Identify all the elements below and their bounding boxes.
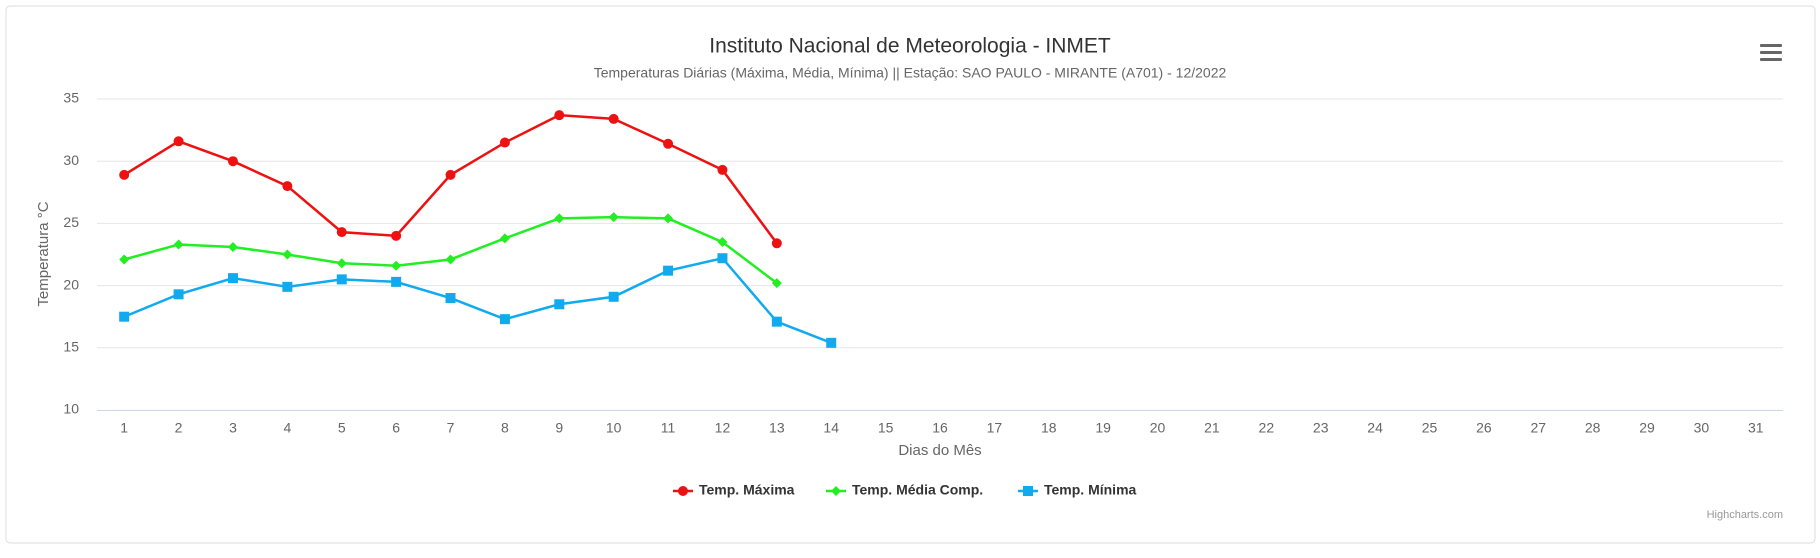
point xyxy=(663,213,674,224)
point xyxy=(717,164,728,175)
legend-label: Temp. Média Comp. xyxy=(852,482,983,498)
x-tick-label: 26 xyxy=(1476,420,1492,436)
point xyxy=(771,238,782,249)
point xyxy=(554,213,565,224)
legend-symbol xyxy=(678,486,688,496)
point xyxy=(771,316,782,327)
x-tick-label: 24 xyxy=(1367,420,1383,436)
point xyxy=(391,276,402,287)
point xyxy=(826,337,837,348)
x-tick-label: 7 xyxy=(447,420,455,436)
legend-item[interactable]: Temp. Média Comp. xyxy=(826,482,983,498)
point xyxy=(227,156,238,167)
x-tick-label: 15 xyxy=(878,420,894,436)
x-tick-label: 8 xyxy=(501,420,509,436)
point xyxy=(717,237,728,248)
x-tick-label: 6 xyxy=(392,420,400,436)
x-tick-label: 17 xyxy=(987,420,1003,436)
y-tick-label: 20 xyxy=(63,276,79,292)
x-tick-label: 27 xyxy=(1530,420,1546,436)
x-tick-label: 3 xyxy=(229,420,237,436)
y-tick-label: 10 xyxy=(63,401,79,417)
y-axis-title: Temperatura °C xyxy=(35,201,52,306)
y-tick-label: 35 xyxy=(63,90,79,106)
point xyxy=(282,181,293,192)
point xyxy=(336,227,347,238)
x-tick-label: 19 xyxy=(1095,420,1111,436)
point xyxy=(554,110,565,121)
x-tick-label: 16 xyxy=(932,420,948,436)
x-tick-label: 22 xyxy=(1259,420,1275,436)
chart-frame xyxy=(5,5,1816,544)
x-tick-label: 5 xyxy=(338,420,346,436)
y-tick-label: 25 xyxy=(63,214,79,230)
legend-label: Temp. Máxima xyxy=(699,482,795,498)
point xyxy=(282,249,293,260)
menu-button[interactable] xyxy=(1760,44,1782,61)
x-tick-label: 28 xyxy=(1585,420,1601,436)
x-tick-label: 13 xyxy=(769,420,785,436)
x-tick-label: 29 xyxy=(1639,420,1655,436)
point xyxy=(771,278,782,289)
point xyxy=(445,293,456,304)
x-tick-label: 11 xyxy=(661,420,676,436)
legend-item[interactable]: Temp. Máxima xyxy=(673,482,795,498)
legend-label: Temp. Mínima xyxy=(1044,482,1137,498)
legend-symbol xyxy=(831,486,841,496)
point xyxy=(554,299,565,310)
point xyxy=(336,258,347,269)
point xyxy=(173,136,184,147)
x-tick-label: 21 xyxy=(1204,420,1220,436)
point xyxy=(608,291,619,302)
point xyxy=(608,113,619,124)
point xyxy=(445,169,456,180)
point xyxy=(119,169,130,180)
legend-symbol xyxy=(1023,486,1033,496)
x-tick-label: 31 xyxy=(1748,420,1764,436)
x-tick-label: 25 xyxy=(1422,420,1438,436)
point xyxy=(119,254,130,265)
point xyxy=(227,242,238,253)
point xyxy=(391,260,402,271)
point xyxy=(336,274,347,285)
chart-subtitle: Temperaturas Diárias (Máxima, Média, Mín… xyxy=(594,65,1227,81)
x-tick-label: 1 xyxy=(120,420,128,436)
point xyxy=(173,239,184,250)
point xyxy=(499,233,510,244)
point xyxy=(119,311,130,322)
point xyxy=(173,289,184,300)
x-axis-title: Dias do Mês xyxy=(898,442,981,459)
point xyxy=(391,230,402,241)
x-tick-label: 2 xyxy=(175,420,183,436)
point xyxy=(717,253,728,264)
y-tick-label: 15 xyxy=(63,339,79,355)
x-tick-label: 30 xyxy=(1694,420,1710,436)
x-tick-label: 12 xyxy=(715,420,731,436)
credits: Highcharts.com xyxy=(1707,509,1783,521)
x-tick-label: 9 xyxy=(555,420,563,436)
x-tick-label: 18 xyxy=(1041,420,1057,436)
y-tick-label: 30 xyxy=(63,152,79,168)
point xyxy=(227,273,238,284)
legend-item[interactable]: Temp. Mínima xyxy=(1018,482,1137,498)
x-tick-label: 20 xyxy=(1150,420,1166,436)
x-tick-label: 10 xyxy=(606,420,622,436)
x-tick-label: 4 xyxy=(283,420,291,436)
point xyxy=(499,314,510,325)
point xyxy=(282,281,293,292)
point xyxy=(445,254,456,265)
series-line xyxy=(123,256,832,344)
point xyxy=(663,265,674,276)
point xyxy=(608,212,619,223)
point xyxy=(499,137,510,148)
x-tick-label: 23 xyxy=(1313,420,1329,436)
chart-title: Instituto Nacional de Meteorologia - INM… xyxy=(709,35,1111,58)
x-tick-label: 14 xyxy=(823,420,839,436)
point xyxy=(663,138,674,149)
